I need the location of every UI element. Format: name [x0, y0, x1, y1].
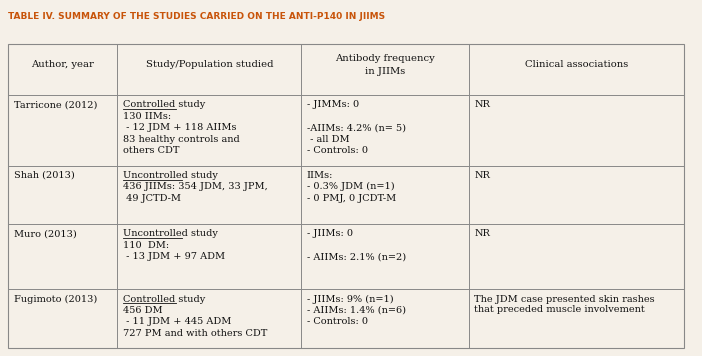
Text: Controlled study: Controlled study [123, 100, 205, 109]
Text: Fugimoto (2013): Fugimoto (2013) [14, 294, 97, 304]
Text: Muro (2013): Muro (2013) [14, 229, 77, 238]
Text: - Controls: 0: - Controls: 0 [307, 146, 368, 155]
Text: -AIIMs: 4.2% (n= 5): -AIIMs: 4.2% (n= 5) [307, 123, 406, 132]
Text: NR: NR [475, 171, 490, 180]
Text: The JDM case presented skin rashes
that preceded muscle involvement: The JDM case presented skin rashes that … [475, 294, 655, 314]
Text: - AIIMs: 1.4% (n=6): - AIIMs: 1.4% (n=6) [307, 306, 406, 315]
Text: Antibody frequency: Antibody frequency [335, 54, 435, 63]
Text: NR: NR [475, 229, 490, 238]
Text: 83 healthy controls and: 83 healthy controls and [123, 135, 239, 143]
Text: - 0.3% JDM (n=1): - 0.3% JDM (n=1) [307, 182, 395, 192]
Text: Author, year: Author, year [32, 59, 94, 69]
Text: 49 JCTD-M: 49 JCTD-M [123, 194, 180, 203]
Text: 456 DM: 456 DM [123, 306, 162, 315]
Text: - 11 JDM + 445 ADM: - 11 JDM + 445 ADM [123, 318, 231, 326]
Text: TABLE IV. SUMMARY OF THE STUDIES CARRIED ON THE ANTI-P140 IN JIIMS: TABLE IV. SUMMARY OF THE STUDIES CARRIED… [8, 12, 385, 21]
Text: Tarricone (2012): Tarricone (2012) [14, 100, 97, 109]
Text: - 0 PMJ, 0 JCDT-M: - 0 PMJ, 0 JCDT-M [307, 194, 396, 203]
Text: others CDT: others CDT [123, 146, 179, 155]
Text: - JIIMs: 9% (n=1): - JIIMs: 9% (n=1) [307, 294, 393, 304]
Text: - 12 JDM + 118 AIIMs: - 12 JDM + 118 AIIMs [123, 123, 237, 132]
Bar [8, 44, 684, 347]
Text: 727 PM and with others CDT: 727 PM and with others CDT [123, 329, 267, 338]
Text: Shah (2013): Shah (2013) [14, 171, 74, 180]
Text: Controlled study: Controlled study [123, 294, 205, 304]
Text: - Controls: 0: - Controls: 0 [307, 318, 368, 326]
Text: IIMs:: IIMs: [307, 171, 333, 180]
Text: Clinical associations: Clinical associations [525, 59, 628, 69]
Text: - 13 JDM + 97 ADM: - 13 JDM + 97 ADM [123, 252, 225, 261]
Text: 436 JIIMs: 354 JDM, 33 JPM,: 436 JIIMs: 354 JDM, 33 JPM, [123, 182, 267, 191]
Text: Uncontrolled study: Uncontrolled study [123, 171, 218, 180]
Text: 110  DM:: 110 DM: [123, 241, 169, 250]
Text: NR: NR [475, 100, 490, 109]
Text: in JIIMs: in JIIMs [365, 67, 405, 76]
Text: Uncontrolled study: Uncontrolled study [123, 229, 218, 238]
Text: - all DM: - all DM [307, 135, 350, 143]
Text: 130 IIMs:: 130 IIMs: [123, 112, 171, 121]
Text: - AIIMs: 2.1% (n=2): - AIIMs: 2.1% (n=2) [307, 252, 406, 261]
Text: - JIIMs: 0: - JIIMs: 0 [307, 229, 353, 238]
Text: Study/Population studied: Study/Population studied [145, 59, 273, 69]
Text: - JIMMs: 0: - JIMMs: 0 [307, 100, 359, 109]
